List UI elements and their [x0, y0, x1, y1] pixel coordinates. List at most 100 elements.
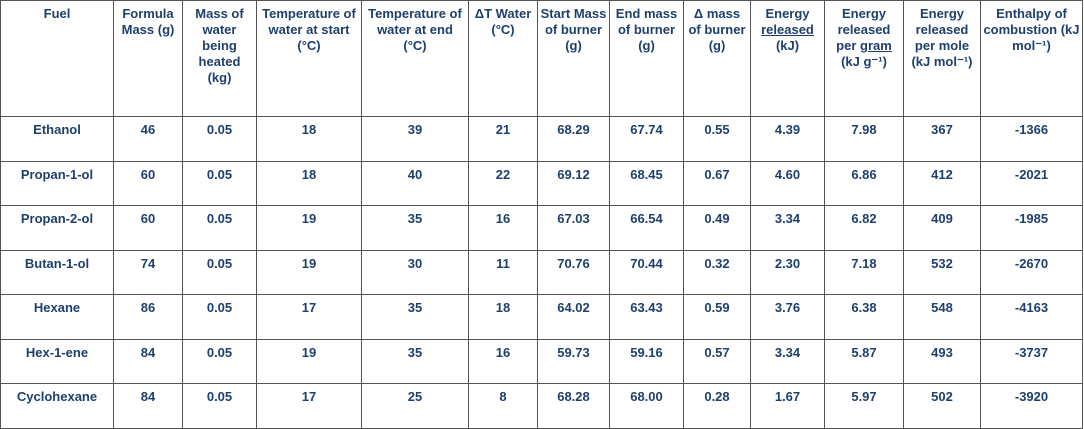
value-cell: 367 — [903, 116, 981, 162]
header-text: released — [761, 22, 814, 37]
value-cell: 70.76 — [537, 249, 610, 295]
value-cell: 548 — [903, 294, 981, 340]
value-cell: 0.05 — [182, 338, 257, 384]
header-text: (kJ) — [775, 38, 800, 53]
value-cell: 21 — [468, 116, 538, 162]
value-cell: 6.38 — [824, 294, 904, 340]
value-cell: -4163 — [980, 294, 1083, 340]
header-cell: Formula Mass (g) — [113, 0, 183, 117]
value-cell: 0.59 — [683, 294, 751, 340]
value-cell: 11 — [468, 249, 538, 295]
value-cell: 74 — [113, 249, 183, 295]
value-cell: -1985 — [980, 205, 1083, 251]
fuel-cell: Cyclohexane — [0, 383, 114, 429]
value-cell: 19 — [256, 205, 362, 251]
value-cell: 18 — [468, 294, 538, 340]
value-cell: 0.05 — [182, 116, 257, 162]
value-cell: -2021 — [980, 160, 1083, 206]
value-cell: 60 — [113, 160, 183, 206]
value-cell: 19 — [256, 338, 362, 384]
value-cell: 16 — [468, 338, 538, 384]
value-cell: 409 — [903, 205, 981, 251]
header-text: Energy released per — [836, 6, 891, 53]
value-cell: 532 — [903, 249, 981, 295]
header-cell: Enthalpy of combustion (kJ mol⁻¹) — [980, 0, 1083, 117]
table-row: Hex-1-ene 84 0.05 19 35 16 59.73 59.16 0.57 3.34 5… — [0, 338, 1083, 384]
value-cell: 4.60 — [750, 160, 825, 206]
value-cell: 22 — [468, 160, 538, 206]
value-cell: 2.30 — [750, 249, 825, 295]
value-cell: 66.54 — [609, 205, 684, 251]
value-cell: 1.67 — [750, 383, 825, 429]
value-cell: 30 — [361, 249, 469, 295]
value-cell: 5.87 — [824, 338, 904, 384]
table-row: Ethanol 46 0.05 18 39 21 68.29 67.74 0.55 4.39 7.9… — [0, 116, 1083, 162]
value-cell: 7.98 — [824, 116, 904, 162]
value-cell: 7.18 — [824, 249, 904, 295]
value-cell: 18 — [256, 160, 362, 206]
value-cell: 68.45 — [609, 160, 684, 206]
value-cell: -2670 — [980, 249, 1083, 295]
value-cell: 59.16 — [609, 338, 684, 384]
header-cell: Δ mass of burner (g) — [683, 0, 751, 117]
value-cell: 16 — [468, 205, 538, 251]
value-cell: 70.44 — [609, 249, 684, 295]
value-cell: 59.73 — [537, 338, 610, 384]
value-cell: 0.05 — [182, 294, 257, 340]
header-text: End mass of burner (g) — [615, 6, 678, 53]
value-cell: -1366 — [980, 116, 1083, 162]
header-cell: Start Mass of burner (g) — [537, 0, 610, 117]
value-cell: 0.32 — [683, 249, 751, 295]
value-cell: 19 — [256, 249, 362, 295]
value-cell: 46 — [113, 116, 183, 162]
value-cell: 84 — [113, 338, 183, 384]
value-cell: 0.28 — [683, 383, 751, 429]
value-cell: 0.55 — [683, 116, 751, 162]
value-cell: 25 — [361, 383, 469, 429]
value-cell: 86 — [113, 294, 183, 340]
value-cell: 35 — [361, 294, 469, 340]
value-cell: 63.43 — [609, 294, 684, 340]
fuel-cell: Hex-1-ene — [0, 338, 114, 384]
header-text: Enthalpy of combustion (kJ mol⁻¹) — [983, 6, 1080, 53]
header-cell: Mass of water being heated (kg) — [182, 0, 257, 117]
table-row: Propan-1-ol 60 0.05 18 40 22 69.12 68.45 0.67 4.6… — [0, 160, 1083, 206]
value-cell: 35 — [361, 338, 469, 384]
fuel-cell: Propan-1-ol — [0, 160, 114, 206]
value-cell: -3920 — [980, 383, 1083, 429]
header-text: Temperature of water at start (°C) — [262, 6, 356, 53]
value-cell: 17 — [256, 294, 362, 340]
header-cell: Energy released (kJ) — [750, 0, 825, 117]
value-cell: 60 — [113, 205, 183, 251]
value-cell: 493 — [903, 338, 981, 384]
value-cell: 4.39 — [750, 116, 825, 162]
value-cell: 0.05 — [182, 249, 257, 295]
header-cell: Energy released per mole (kJ mol⁻¹) — [903, 0, 981, 117]
fuel-cell: Hexane — [0, 294, 114, 340]
value-cell: 0.67 — [683, 160, 751, 206]
header-text: Mass of water being heated (kg) — [195, 6, 244, 85]
value-cell: 35 — [361, 205, 469, 251]
value-cell: 39 — [361, 116, 469, 162]
table-row: Butan-1-ol 74 0.05 19 30 11 70.76 70.44 0.32 2.30… — [0, 249, 1083, 295]
value-cell: 67.74 — [609, 116, 684, 162]
header-text: Energy — [765, 6, 810, 21]
value-cell: 0.05 — [182, 383, 257, 429]
header-cell: Fuel — [0, 0, 114, 117]
header-text: Fuel — [43, 6, 71, 21]
value-cell: 412 — [903, 160, 981, 206]
value-cell: 5.97 — [824, 383, 904, 429]
value-cell: 68.29 — [537, 116, 610, 162]
header-cell: Temperature of water at start (°C) — [256, 0, 362, 117]
value-cell: 68.28 — [537, 383, 610, 429]
header-cell: ΔT Water (°C) — [468, 0, 538, 117]
header-cell: End mass of burner (g) — [609, 0, 684, 117]
table-body: Ethanol 46 0.05 18 39 21 68.29 67.74 0.55 4.39 7.9… — [0, 116, 1083, 429]
value-cell: 6.82 — [824, 205, 904, 251]
value-cell: 8 — [468, 383, 538, 429]
header-cell: Temperature of water at end (°C) — [361, 0, 469, 117]
value-cell: 18 — [256, 116, 362, 162]
value-cell: 0.49 — [683, 205, 751, 251]
